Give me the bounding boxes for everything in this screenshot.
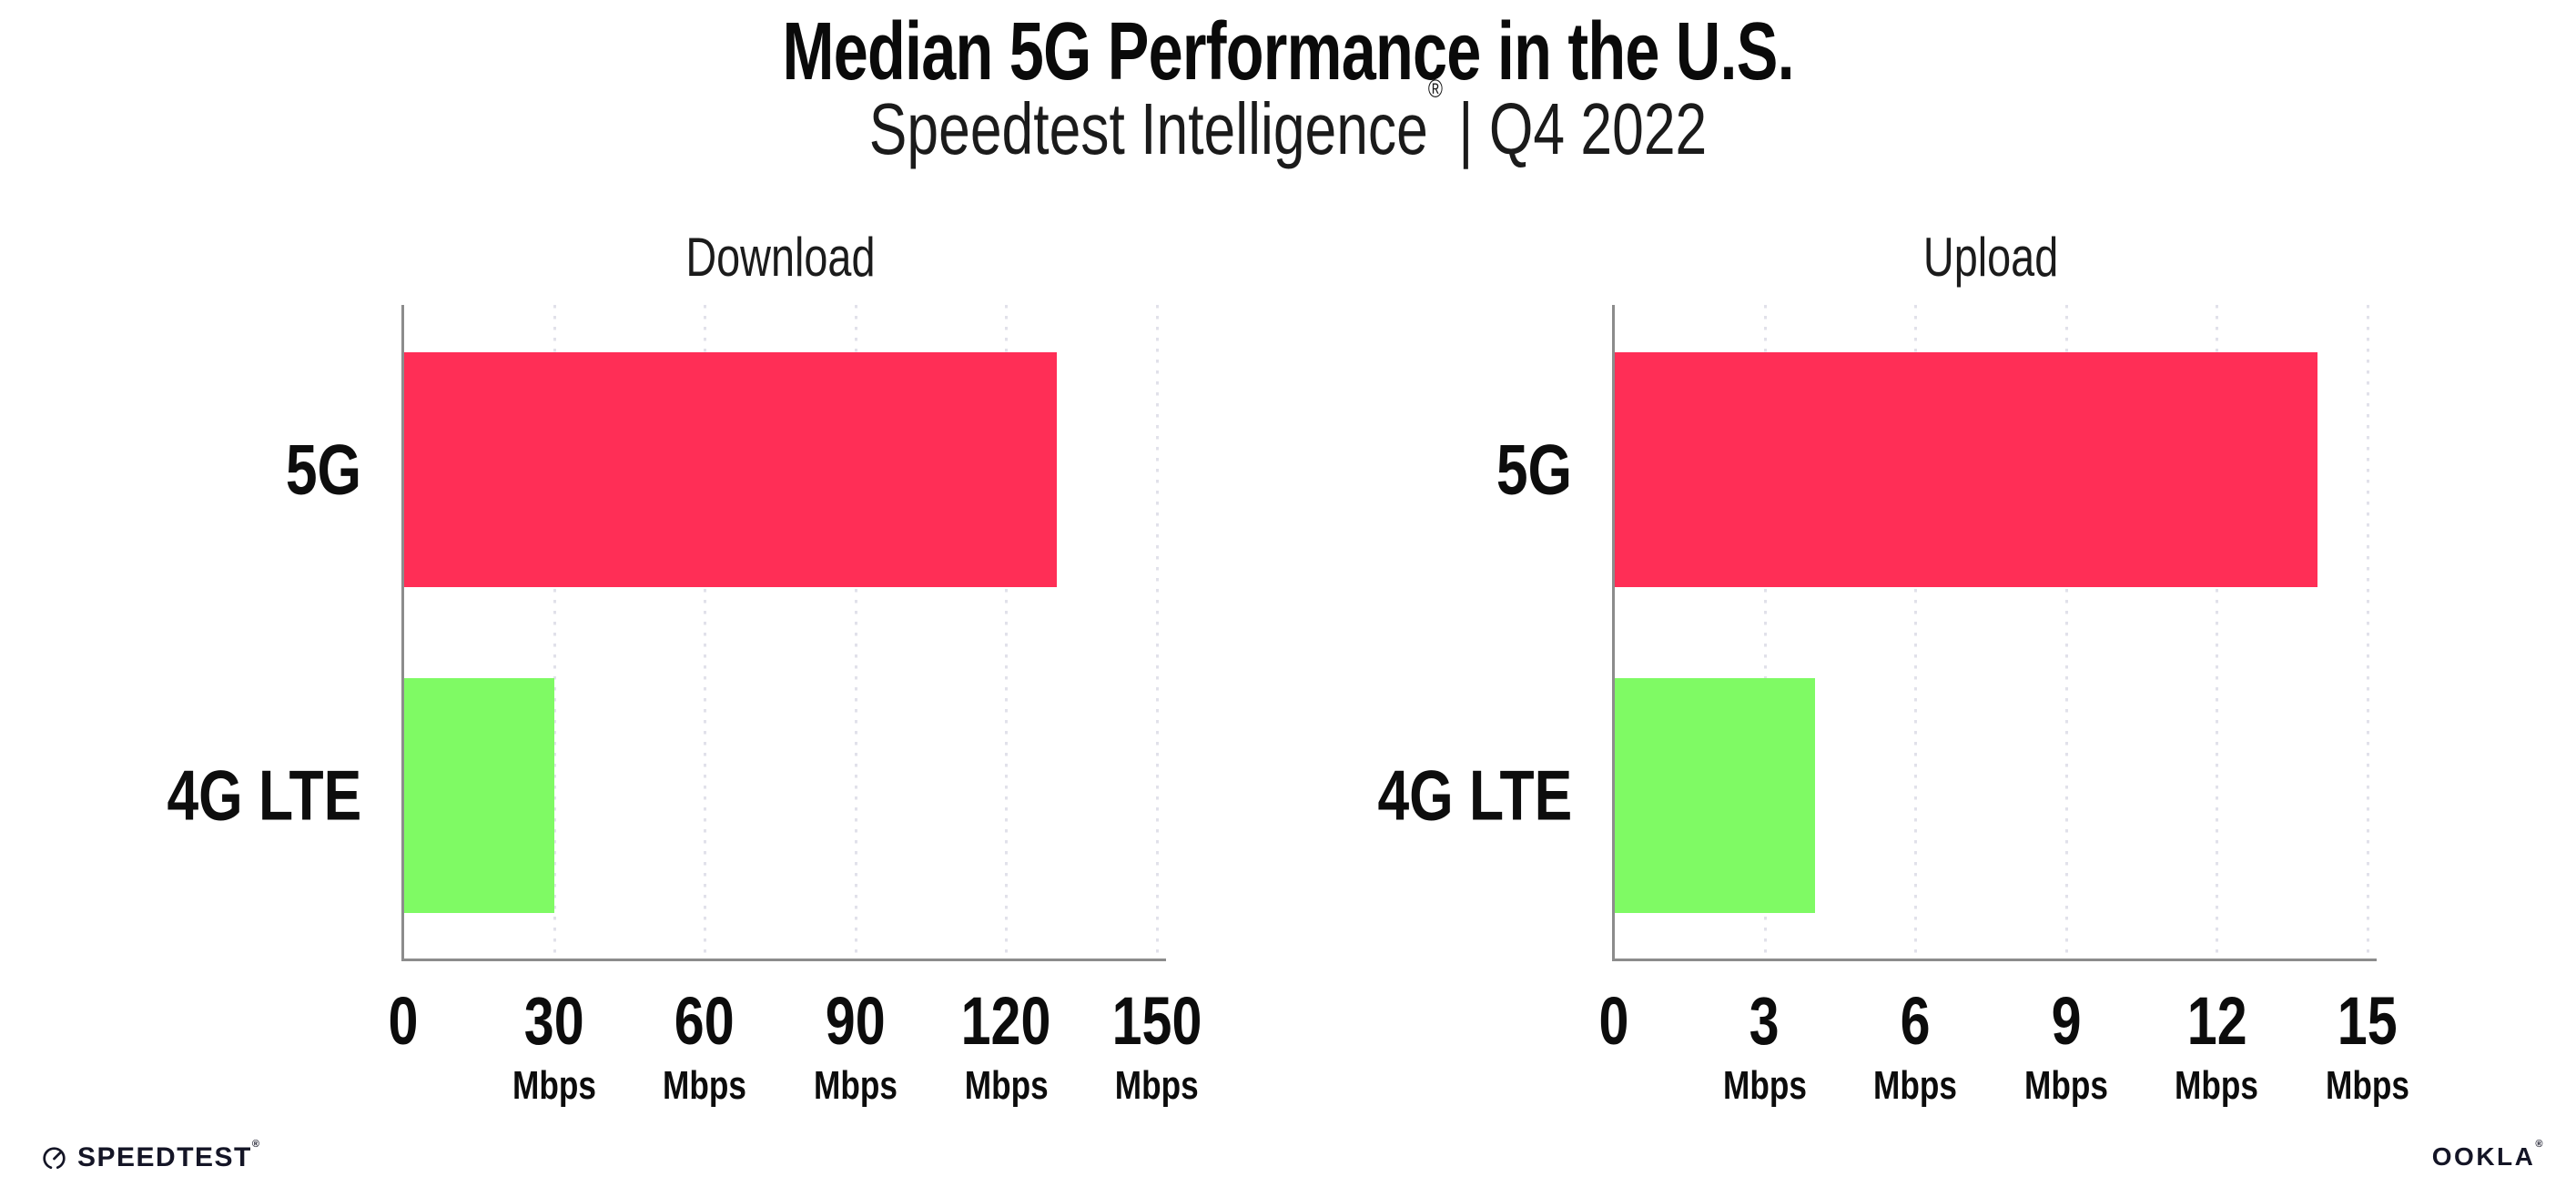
registered-mark: ® xyxy=(1427,75,1443,104)
upload-x-axis xyxy=(1612,959,2377,961)
upload-row-label-5g: 5G xyxy=(1496,429,1572,510)
tick-unit: Mbps xyxy=(1115,1063,1199,1108)
gridline xyxy=(1005,305,1009,959)
gridline xyxy=(704,305,707,959)
tick-label: 30 Mbps xyxy=(502,988,606,1106)
tick-label: 150 Mbps xyxy=(1100,988,1212,1106)
page-subtitle: Speedtest Intelligence® | Q4 2022 xyxy=(0,75,2576,171)
tick-label: 0 xyxy=(1598,983,1629,1059)
page-title: Median 5G Performance in the U.S. xyxy=(782,6,1794,97)
download-row-label-4g-lte: 4G LTE xyxy=(167,755,361,836)
tick-unit: Mbps xyxy=(2326,1063,2409,1108)
upload-y-axis xyxy=(1612,305,1615,959)
tick-unit: Mbps xyxy=(1722,1063,1807,1108)
tick-label: 120 Mbps xyxy=(950,988,1062,1106)
upload-row-label-4g-lte: 4G LTE xyxy=(1377,755,1572,836)
registered-mark: ® xyxy=(2535,1138,2545,1150)
tick-label: 6 Mbps xyxy=(1863,988,1968,1106)
subtitle-brand: Speedtest Intelligence xyxy=(868,88,1428,169)
download-y-axis xyxy=(401,305,404,959)
speedtest-wordmark: SPEEDTEST® xyxy=(77,1139,261,1172)
upload-chart-plot: Upload 5G 4G LTE 0 3 Mbps 6 Mbps 9 Mbps xyxy=(1377,227,2409,1106)
tick-label: 12 Mbps xyxy=(2165,988,2269,1106)
gridline xyxy=(854,305,857,959)
upload-4g-lte-bar xyxy=(1614,678,1815,913)
registered-mark: ® xyxy=(251,1139,261,1150)
tick-unit: Mbps xyxy=(663,1063,747,1108)
tick-label: 60 Mbps xyxy=(653,988,757,1106)
tick-unit: Mbps xyxy=(813,1063,898,1108)
speedtest-gauge-icon xyxy=(43,1146,66,1170)
ookla-wordmark: OOKLA xyxy=(2431,1142,2536,1171)
download-row-label-5g: 5G xyxy=(285,429,361,510)
tick-unit: Mbps xyxy=(1873,1063,1958,1108)
tick-unit: Mbps xyxy=(512,1063,596,1108)
download-4g-lte-bar xyxy=(403,678,554,913)
subtitle-period: | Q4 2022 xyxy=(1458,88,1708,169)
tick-unit: Mbps xyxy=(964,1063,1049,1108)
download-x-axis xyxy=(401,959,1166,961)
tick-label: 3 Mbps xyxy=(1712,988,1817,1106)
gridline xyxy=(2064,305,2068,959)
tick-label: 0 xyxy=(388,983,419,1059)
tick-label: 9 Mbps xyxy=(2013,988,2118,1106)
tick-unit: Mbps xyxy=(2175,1063,2259,1108)
download-5g-bar xyxy=(403,352,1057,587)
gridline xyxy=(2216,305,2219,959)
download-chart-plot: Download 5G 4G LTE 0 30 Mbps 60 Mbps 90 … xyxy=(167,227,1202,1106)
upload-chart-title: Upload xyxy=(1922,227,2059,288)
tick-label: 90 Mbps xyxy=(803,988,908,1106)
speedtest-logo: SPEEDTEST® xyxy=(42,1139,261,1173)
gridline xyxy=(1763,305,1767,959)
upload-5g-bar xyxy=(1614,352,2317,587)
gridline xyxy=(1914,305,1918,959)
ookla-logo: OOKLA® xyxy=(2431,1138,2545,1172)
tick-label: 15 Mbps xyxy=(2316,988,2420,1106)
gridline xyxy=(1156,305,1159,959)
download-chart-title: Download xyxy=(685,227,876,288)
gridline xyxy=(553,305,556,959)
tick-unit: Mbps xyxy=(2023,1063,2108,1108)
gridline xyxy=(2367,305,2369,959)
